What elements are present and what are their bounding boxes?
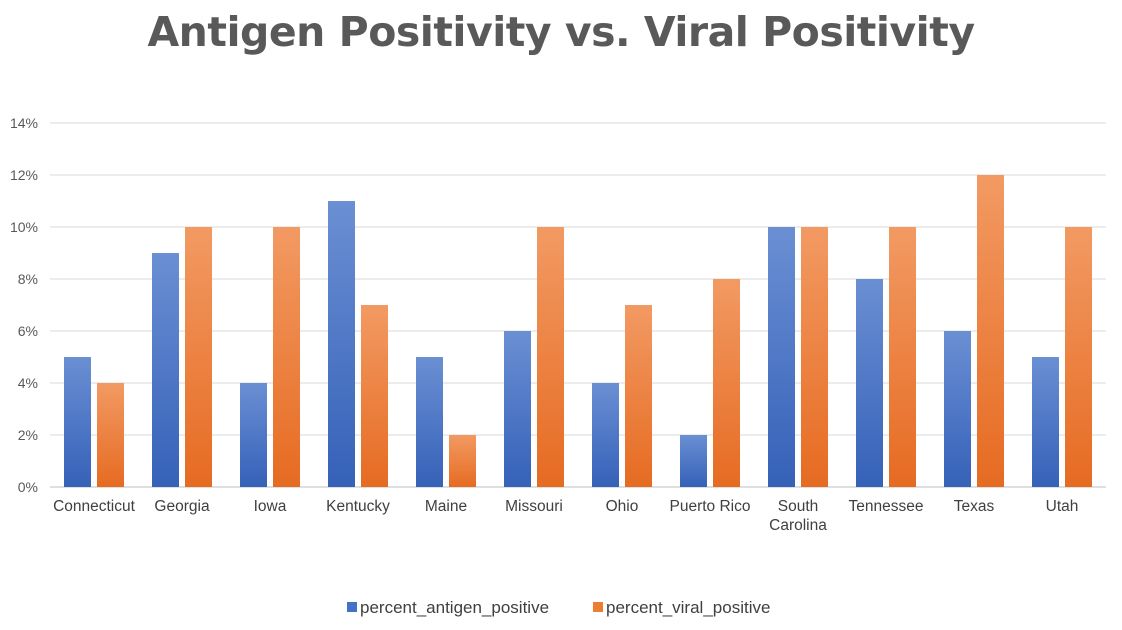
y-tick-label: 4% (18, 375, 38, 391)
bar-antigen (152, 253, 179, 487)
bar-antigen (504, 331, 531, 487)
bar-viral (97, 383, 124, 487)
gridlines (50, 122, 1106, 488)
bar-antigen (328, 201, 355, 487)
y-axis-ticks: 0% 2% 4% 6% 8% 10% 12% 14% (10, 115, 38, 495)
bar-viral (537, 227, 564, 487)
x-tick-label: Texas (954, 498, 995, 515)
bar-antigen (240, 383, 267, 487)
y-tick-label: 2% (18, 427, 38, 443)
bar-viral (713, 279, 740, 487)
x-tick-label: Kentucky (326, 498, 390, 515)
bar-antigen (856, 279, 883, 487)
x-tick-label: Maine (425, 498, 467, 515)
y-tick-label: 14% (10, 115, 38, 131)
bar-viral (1065, 227, 1092, 487)
y-tick-label: 8% (18, 271, 38, 287)
chart-title: Antigen Positivity vs. Viral Positivity (147, 8, 975, 56)
bar-viral (185, 227, 212, 487)
legend-swatch-antigen (347, 602, 357, 612)
x-tick-label: Georgia (154, 498, 210, 515)
y-tick-label: 6% (18, 323, 38, 339)
bar-antigen (64, 357, 91, 487)
x-tick-label: Iowa (254, 498, 287, 515)
bars (64, 175, 1092, 487)
bar-viral (625, 305, 652, 487)
x-tick-label: Tennessee (849, 498, 924, 515)
x-tick-label: Ohio (606, 498, 639, 515)
x-tick-label: Connecticut (53, 498, 136, 515)
bar-antigen (1032, 357, 1059, 487)
legend-label-antigen: percent_antigen_positive (360, 598, 549, 617)
bar-viral (273, 227, 300, 487)
bar-viral (449, 435, 476, 487)
bar-viral (361, 305, 388, 487)
x-axis-labels: Connecticut Georgia Iowa Kentucky Maine Misso… (53, 498, 1078, 534)
bar-viral (889, 227, 916, 487)
x-tick-label: Utah (1046, 498, 1079, 515)
bar-antigen (680, 435, 707, 487)
bar-antigen (416, 357, 443, 487)
y-tick-label: 10% (10, 219, 38, 235)
y-tick-label: 12% (10, 167, 38, 183)
bar-viral (801, 227, 828, 487)
bar-antigen (768, 227, 795, 487)
x-tick-label: South Carolina (769, 498, 827, 534)
legend-label-viral: percent_viral_positive (606, 598, 770, 617)
legend: percent_antigen_positive percent_viral_po… (347, 598, 770, 617)
y-tick-label: 0% (18, 479, 38, 495)
x-tick-label: Puerto Rico (670, 498, 751, 515)
bar-antigen (592, 383, 619, 487)
x-tick-label: Missouri (505, 498, 563, 515)
bar-viral (977, 175, 1004, 487)
bar-antigen (944, 331, 971, 487)
legend-swatch-viral (593, 602, 603, 612)
